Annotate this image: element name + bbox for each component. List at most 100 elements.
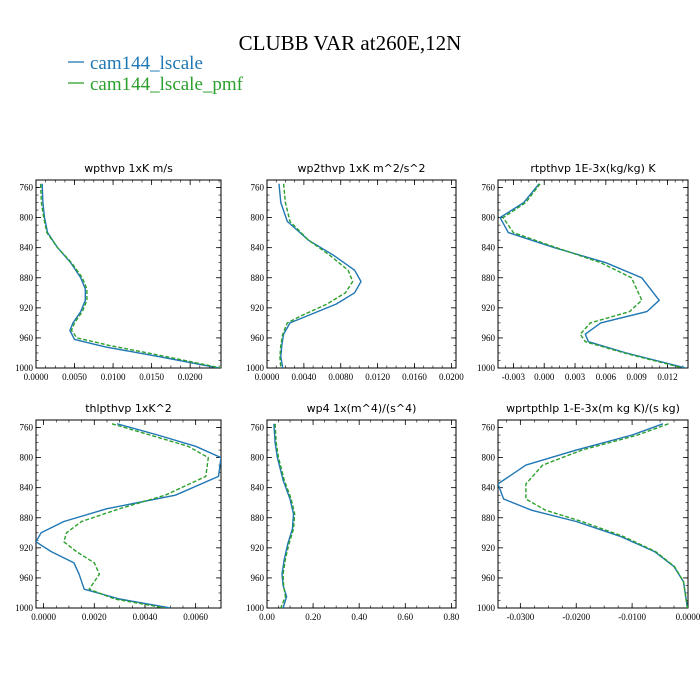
series-line-0-0: [41, 183, 219, 368]
ytick-label-3-0: 760: [20, 423, 34, 433]
ytick-label-2-6: 1000: [477, 363, 496, 373]
ytick-label-3-6: 1000: [15, 603, 34, 613]
panel-1: wp2thvp 1xK m^2/s^2 760 800 840 880 920 960 100…: [246, 162, 464, 382]
xtick-label-0-2: 0.0100: [101, 372, 126, 382]
xtick-label-3-3: 0.0060: [183, 612, 208, 622]
xtick-label-4-3: 0.60: [397, 612, 413, 622]
xtick-label-1-5: 0.0200: [439, 372, 464, 382]
xtick-label-5-1: -0.0200: [562, 612, 590, 622]
series-line-2-1: [502, 183, 684, 368]
ytick-label-0-1: 800: [20, 213, 34, 223]
ytick-label-1-2: 840: [251, 243, 265, 253]
panel-title-4: wp4 1x(m^4)/(s^4): [307, 402, 417, 415]
ytick-label-4-5: 960: [251, 573, 265, 583]
ytick-label-1-3: 880: [251, 273, 265, 283]
panel-3: thlpthvp 1xK^276080084088092096010000.00…: [15, 402, 222, 622]
ytick-label-5-0: 760: [482, 423, 496, 433]
xtick-label-2-4: 0.009: [627, 372, 648, 382]
ytick-label-4-4: 920: [251, 543, 265, 553]
ytick-label-2-4: 920: [482, 303, 496, 313]
ytick-label-1-6: 1000: [246, 363, 265, 373]
xtick-label-3-2: 0.0040: [133, 612, 158, 622]
legend-entry-1: cam144_lscale_pmf: [68, 74, 244, 95]
ytick-label-3-1: 800: [20, 453, 34, 463]
plot-frame-1: [266, 179, 457, 369]
xtick-label-1-4: 0.0160: [402, 372, 427, 382]
xtick-label-4-4: 0.80: [444, 612, 460, 622]
ytick-label-2-1: 800: [482, 213, 496, 223]
ytick-label-4-6: 1000: [246, 603, 265, 613]
xtick-label-0-3: 0.0150: [139, 372, 164, 382]
xtick-label-1-2: 0.0080: [328, 372, 353, 382]
ytick-label-2-0: 760: [482, 183, 496, 193]
xtick-label-4-2: 0.40: [351, 612, 367, 622]
ytick-label-4-3: 880: [251, 513, 265, 523]
panel-title-1: wp2thvp 1xK m^2/s^2: [297, 162, 425, 175]
legend-label-1: cam144_lscale_pmf: [90, 74, 244, 95]
ytick-label-1-0: 760: [251, 183, 265, 193]
legend-label-0: cam144_lscale: [90, 53, 203, 74]
panel-5: wprtpthlp 1-E-3x(m kg K)/(s kg) 760 800 840…: [477, 402, 700, 622]
series-line-1-0: [278, 183, 362, 368]
ytick-label-0-0: 760: [20, 183, 34, 193]
panel-2: rtpthvp 1E-3x(kg/kg) K 760 800 840 880 920 960…: [477, 162, 689, 382]
series-line-0-1: [39, 183, 221, 368]
ytick-label-3-5: 960: [20, 573, 34, 583]
legend: cam144_lscale cam144_lscale_pmf: [68, 53, 244, 95]
xtick-label-2-2: 0.003: [565, 372, 586, 382]
ytick-label-2-5: 960: [482, 333, 496, 343]
plot-frame-0: [35, 179, 222, 369]
plot-frame-5: [497, 419, 689, 609]
ytick-label-2-2: 840: [482, 243, 496, 253]
ytick-label-4-0: 760: [251, 423, 265, 433]
ytick-label-5-1: 800: [482, 453, 496, 463]
xtick-label-0-0: 0.0000: [24, 372, 49, 382]
panel-title-3: thlpthvp 1xK^2: [85, 402, 172, 415]
ytick-label-3-2: 840: [20, 483, 34, 493]
xtick-label-4-1: 0.20: [305, 612, 321, 622]
ytick-label-5-4: 920: [482, 543, 496, 553]
ytick-label-0-5: 960: [20, 333, 34, 343]
ytick-label-0-3: 880: [20, 273, 34, 283]
xtick-label-0-4: 0.0200: [178, 372, 203, 382]
series-line-4-1: [274, 423, 296, 608]
series-line-5-0: [498, 423, 688, 608]
ytick-label-0-6: 1000: [15, 363, 34, 373]
figure-title: CLUBB VAR at260E,12N: [239, 31, 462, 55]
panel-0: wpthvp 1xK m/s76080084088092096010000.00…: [15, 162, 222, 382]
series-line-2-0: [499, 183, 687, 368]
xtick-label-1-0: 0.0000: [255, 372, 280, 382]
ytick-label-4-1: 800: [251, 453, 265, 463]
xtick-label-5-0: -0.0300: [506, 612, 534, 622]
panel-4: wp4 1x(m^4)/(s^4)76080084088092096010000…: [246, 402, 460, 622]
ytick-label-3-3: 880: [20, 513, 34, 523]
ytick-label-5-2: 840: [482, 483, 496, 493]
ytick-label-5-3: 880: [482, 513, 496, 523]
plot-frame-3: [35, 419, 222, 609]
series-line-3-1: [63, 423, 210, 608]
panel-title-5: wprtpthlp 1-E-3x(m kg K)/(s kg): [506, 402, 680, 415]
ytick-label-5-5: 960: [482, 573, 496, 583]
plot-frame-4: [266, 419, 457, 609]
xtick-label-2-1: 0.000: [534, 372, 555, 382]
ytick-label-5-6: 1000: [477, 603, 496, 613]
xtick-label-5-3: 0.0000: [676, 612, 700, 622]
xtick-label-3-1: 0.0020: [82, 612, 107, 622]
panel-title-0: wpthvp 1xK m/s: [84, 162, 173, 175]
xtick-label-1-1: 0.0040: [292, 372, 317, 382]
ytick-label-1-1: 800: [251, 213, 265, 223]
xtick-label-5-2: -0.0100: [618, 612, 646, 622]
ytick-label-0-2: 840: [20, 243, 34, 253]
xtick-label-2-0: -0.003: [502, 372, 526, 382]
ytick-label-2-3: 880: [482, 273, 496, 283]
series-line-3-0: [36, 423, 221, 608]
xtick-label-4-0: 0.00: [259, 612, 275, 622]
xtick-label-0-1: 0.0050: [62, 372, 87, 382]
ytick-label-1-4: 920: [251, 303, 265, 313]
series-line-4-0: [273, 423, 295, 608]
panels: wpthvp 1xK m/s76080084088092096010000.00…: [15, 162, 700, 622]
ytick-label-1-5: 960: [251, 333, 265, 343]
ytick-label-4-2: 840: [251, 483, 265, 493]
legend-entry-0: cam144_lscale: [68, 53, 203, 74]
